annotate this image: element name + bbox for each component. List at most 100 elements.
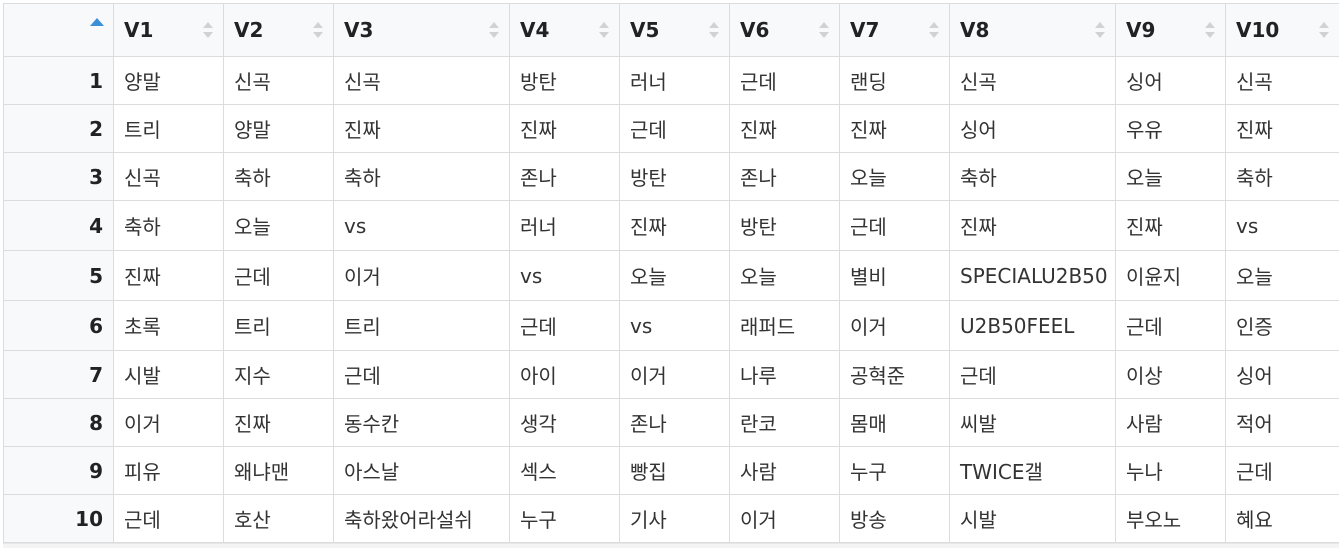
table-cell-v6: 사람 (730, 447, 840, 495)
table-cell-v5: 진짜 (620, 201, 730, 251)
table-cell-v6: 오늘 (730, 251, 840, 301)
column-header-label: V7 (850, 18, 879, 42)
table-cell-v9: 누나 (1116, 447, 1226, 495)
table-cell-v3: 신곡 (334, 57, 510, 105)
table-cell-v10: 적어 (1226, 399, 1339, 447)
table-cell-v9: 사람 (1116, 399, 1226, 447)
table-cell-v3: 축하왔어라설쉬 (334, 495, 510, 543)
table-cell-v4: vs (510, 251, 620, 301)
horizontal-scrollbar[interactable] (3, 543, 1339, 548)
column-header-v3[interactable]: V3 (334, 4, 510, 57)
table-cell-v1: 이거 (114, 399, 224, 447)
sort-arrows-icon (1205, 22, 1215, 38)
table-cell-v2: 오늘 (224, 201, 334, 251)
table-cell-v9: 진짜 (1116, 201, 1226, 251)
table-cell-v3: 근데 (334, 351, 510, 399)
table-cell-v1: 근데 (114, 495, 224, 543)
column-header-label: V9 (1126, 18, 1155, 42)
table-cell-v2: 호산 (224, 495, 334, 543)
column-header-v8[interactable]: V8 (950, 4, 1116, 57)
table-cell-v10: 오늘 (1226, 251, 1339, 301)
table-cell-v10: 진짜 (1226, 105, 1339, 153)
table-cell-v2: 왜냐맨 (224, 447, 334, 495)
table-cell-v3: 축하 (334, 153, 510, 201)
row-index-cell: 10 (4, 495, 114, 543)
row-index-header[interactable] (4, 4, 114, 57)
table-cell-v1: 신곡 (114, 153, 224, 201)
table-cell-v4: 러너 (510, 201, 620, 251)
table-cell-v7: 오늘 (840, 153, 950, 201)
table-cell-v7: 누구 (840, 447, 950, 495)
column-header-v1[interactable]: V1 (114, 4, 224, 57)
table-cell-v4: 근데 (510, 301, 620, 351)
column-header-label: V3 (344, 18, 373, 42)
sort-arrows-icon (929, 22, 939, 38)
table-cell-v8: SPECIALU2B50 (950, 251, 1116, 301)
row-index-cell: 1 (4, 57, 114, 105)
column-header-v10[interactable]: V10 (1226, 4, 1339, 57)
table-cell-v6: 나루 (730, 351, 840, 399)
column-header-v5[interactable]: V5 (620, 4, 730, 57)
column-header-label: V5 (630, 18, 659, 42)
table-cell-v1: 양말 (114, 57, 224, 105)
table-cell-v5: 기사 (620, 495, 730, 543)
sort-ascending-icon (90, 18, 104, 26)
row-index-cell: 3 (4, 153, 114, 201)
table-cell-v6: 이거 (730, 495, 840, 543)
table-cell-v4: 방탄 (510, 57, 620, 105)
table-cell-v8: 근데 (950, 351, 1116, 399)
row-index-cell: 7 (4, 351, 114, 399)
column-header-label: V4 (520, 18, 549, 42)
table-cell-v6: 란코 (730, 399, 840, 447)
table-cell-v5: 러너 (620, 57, 730, 105)
table-cell-v2: 근데 (224, 251, 334, 301)
column-header-v4[interactable]: V4 (510, 4, 620, 57)
table-cell-v3: 진짜 (334, 105, 510, 153)
table-cell-v1: 진짜 (114, 251, 224, 301)
column-header-v6[interactable]: V6 (730, 4, 840, 57)
table-cell-v7: 진짜 (840, 105, 950, 153)
table-cell-v7: 별비 (840, 251, 950, 301)
table-cell-v10: 축하 (1226, 153, 1339, 201)
table-cell-v9: 싱어 (1116, 57, 1226, 105)
column-header-v9[interactable]: V9 (1116, 4, 1226, 57)
table-cell-v1: 시발 (114, 351, 224, 399)
table-cell-v4: 누구 (510, 495, 620, 543)
table-cell-v3: 아스날 (334, 447, 510, 495)
table-cell-v1: 피유 (114, 447, 224, 495)
table-cell-v2: 신곡 (224, 57, 334, 105)
table-cell-v6: 존나 (730, 153, 840, 201)
sort-arrows-icon (203, 22, 213, 38)
sort-arrows-icon (599, 22, 609, 38)
table-cell-v10: 근데 (1226, 447, 1339, 495)
table-cell-v8: 신곡 (950, 57, 1116, 105)
table-cell-v5: 존나 (620, 399, 730, 447)
table-cell-v10: 신곡 (1226, 57, 1339, 105)
sort-arrows-icon (1319, 22, 1329, 38)
column-header-v2[interactable]: V2 (224, 4, 334, 57)
table-cell-v7: 몸매 (840, 399, 950, 447)
table-cell-v9: 이상 (1116, 351, 1226, 399)
table-cell-v6: 래퍼드 (730, 301, 840, 351)
table-cell-v5: 이거 (620, 351, 730, 399)
column-header-label: V2 (234, 18, 263, 42)
column-header-v7[interactable]: V7 (840, 4, 950, 57)
column-header-label: V8 (960, 18, 989, 42)
table-cell-v4: 진짜 (510, 105, 620, 153)
table-cell-v7: 공혁준 (840, 351, 950, 399)
row-index-cell: 6 (4, 301, 114, 351)
table-cell-v1: 축하 (114, 201, 224, 251)
row-index-cell: 2 (4, 105, 114, 153)
